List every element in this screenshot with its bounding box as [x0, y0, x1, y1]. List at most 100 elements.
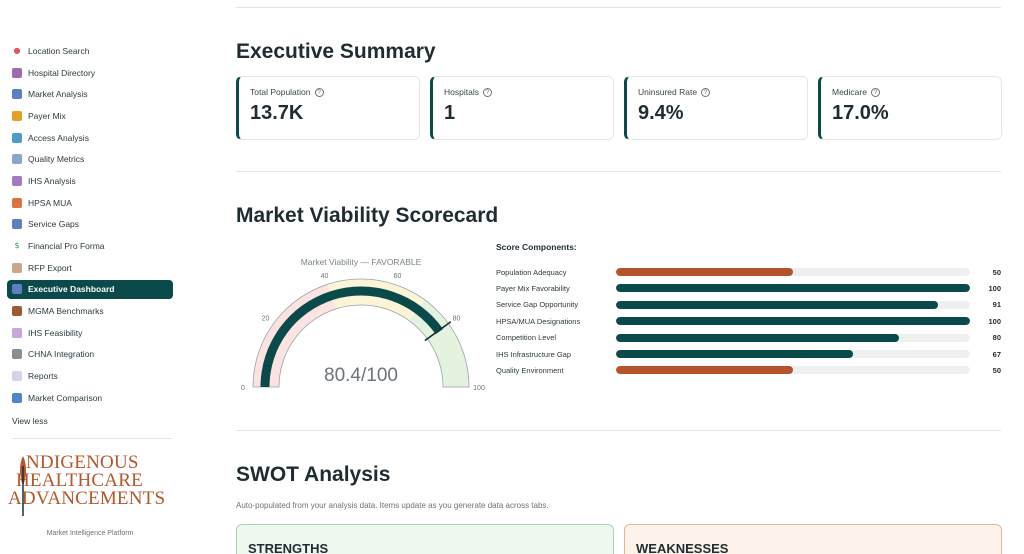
strengths-panel: STRENGTHS — [236, 524, 614, 554]
section-divider — [236, 171, 1001, 172]
metric-value: 9.4% — [638, 102, 684, 124]
map-grid-icon — [12, 197, 22, 208]
sidebar-item-service-gaps[interactable]: Service Gaps — [7, 214, 173, 236]
metric-label: Medicare — [832, 87, 867, 97]
main-content: Executive Summary Total Population? 13.7… — [236, 0, 1002, 554]
sidebar-item-label: MGMA Benchmarks — [28, 306, 104, 317]
weaknesses-panel: WEAKNESSES — [624, 524, 1002, 554]
help-icon[interactable]: ? — [482, 87, 492, 97]
score-track — [616, 366, 970, 375]
sidebar-item-label: Financial Pro Forma — [28, 241, 105, 252]
score-track — [616, 300, 970, 309]
score-components-heading: Score Components: — [496, 242, 577, 252]
sidebar-item-label: IHS Analysis — [28, 175, 76, 186]
score-bar — [616, 366, 793, 375]
score-row: Payer Mix Favorability 100 — [496, 282, 1002, 294]
compare-icon — [12, 392, 22, 403]
gauge-value-bar — [260, 286, 444, 387]
sidebar-item-financial-pro-forma[interactable]: $ Financial Pro Forma — [7, 235, 173, 257]
sidebar-item-reports[interactable]: Reports — [7, 365, 173, 387]
sidebar-item-label: Service Gaps — [28, 219, 80, 230]
sidebar-item-rfp-export[interactable]: RFP Export — [7, 257, 173, 279]
sidebar-nav: ● Location Search Hospital Directory Market… — [7, 40, 173, 409]
money-bag-icon — [12, 110, 22, 121]
logo-line-1: NDIGENOUS — [26, 452, 139, 473]
view-less-link[interactable]: View less — [12, 416, 48, 426]
score-value: 91 — [992, 300, 1001, 310]
metric-card-hospitals: Hospitals? 1 — [430, 76, 614, 140]
sidebar-item-label: Quality Metrics — [28, 154, 85, 165]
bar-chart-icon — [12, 89, 22, 100]
sidebar-item-quality-metrics[interactable]: Quality Metrics — [7, 148, 173, 170]
score-bar — [616, 350, 854, 358]
sidebar-item-ihs-analysis[interactable]: IHS Analysis — [7, 170, 173, 192]
gauge-tick-label: 100 — [473, 385, 485, 392]
score-name: HPSA/MUA Designations — [496, 316, 581, 326]
sidebar-item-chna-integration[interactable]: CHNA Integration — [7, 344, 173, 366]
sidebar-item-executive-dashboard[interactable]: Executive Dashboard — [7, 279, 173, 299]
metric-label: Total Population — [250, 87, 311, 97]
score-name: Service Gap Opportunity — [496, 300, 579, 310]
dashboard-icon — [12, 284, 22, 295]
dollar-icon: $ — [14, 241, 20, 251]
metric-card-uninsured: Uninsured Rate? 9.4% — [624, 76, 808, 140]
gauge-tick-label: 20 — [262, 316, 270, 323]
sidebar-item-label: IHS Feasibility — [28, 327, 83, 338]
sidebar-item-location-search[interactable]: ● Location Search — [7, 40, 173, 62]
swot-title: SWOT Analysis — [236, 463, 391, 486]
bar-chart-icon — [12, 219, 22, 230]
score-row: IHS Infrastructure Gap 67 — [496, 348, 1002, 360]
score-name: Quality Environment — [496, 365, 564, 375]
sidebar-item-access-analysis[interactable]: Access Analysis — [7, 127, 173, 149]
sidebar-item-label: Market Comparison — [28, 392, 103, 403]
sidebar-item-hpsa-mua[interactable]: HPSA MUA — [7, 192, 173, 214]
score-row: HPSA/MUA Designations 100 — [496, 315, 1002, 327]
help-icon[interactable]: ? — [701, 87, 711, 97]
briefcase-icon — [12, 306, 22, 317]
memo-icon — [12, 327, 22, 338]
sidebar-divider — [12, 438, 172, 439]
scorecard-title: Market Viability Scorecard — [236, 204, 499, 227]
score-row: Quality Environment 50 — [496, 364, 1002, 376]
metric-cards: Total Population? 13.7K Hospitals? 1 Uni… — [236, 76, 1002, 140]
section-divider — [236, 7, 1001, 8]
help-icon[interactable]: ? — [314, 87, 324, 97]
sidebar-item-market-analysis[interactable]: Market Analysis — [7, 83, 173, 105]
help-icon[interactable]: ? — [870, 87, 880, 97]
sidebar-item-label: Access Analysis — [28, 132, 89, 143]
score-name: Population Adequacy — [496, 267, 567, 277]
sidebar-item-ihs-feasibility[interactable]: IHS Feasibility — [7, 322, 173, 344]
sidebar-item-label: Hospital Directory — [28, 67, 96, 78]
feather-icon — [20, 456, 26, 516]
score-bar — [616, 333, 900, 342]
sidebar-item-mgma-benchmarks[interactable]: MGMA Benchmarks — [7, 300, 173, 322]
gauge-band — [253, 284, 336, 387]
score-value: 100 — [988, 283, 1001, 293]
gauge-outline — [252, 278, 470, 388]
score-name: IHS Infrastructure Gap — [496, 349, 572, 359]
gauge-tick-label: 80 — [453, 316, 461, 323]
trend-up-icon — [12, 154, 22, 165]
sidebar-item-hospital-directory[interactable]: Hospital Directory — [7, 62, 173, 84]
sidebar-item-payer-mix[interactable]: Payer Mix — [7, 105, 173, 127]
score-row: Service Gap Opportunity 91 — [496, 299, 1002, 311]
gauge-tick-label: 0 — [241, 385, 245, 392]
score-value: 50 — [992, 267, 1001, 277]
score-row: Population Adequacy 50 — [496, 266, 1002, 278]
score-bar — [616, 268, 793, 276]
gauge-threshold — [424, 321, 452, 342]
strengths-heading: STRENGTHS — [248, 541, 329, 554]
score-bar — [616, 284, 970, 293]
platform-tagline: Market Intelligence Platform — [46, 530, 134, 537]
brand-logo: NDIGENOUS HEALTHCARE ADVANCEMENTS — [8, 452, 174, 516]
metric-value: 1 — [444, 102, 456, 124]
sidebar-item-label: HPSA MUA — [28, 197, 72, 208]
section-divider — [236, 430, 1001, 431]
score-track — [616, 317, 970, 326]
score-track — [616, 284, 970, 293]
document-icon — [12, 262, 22, 273]
score-value: 67 — [992, 349, 1001, 359]
score-track — [616, 333, 970, 342]
gauge-tick-label: 40 — [321, 273, 329, 280]
sidebar-item-market-comparison[interactable]: Market Comparison — [7, 387, 173, 409]
